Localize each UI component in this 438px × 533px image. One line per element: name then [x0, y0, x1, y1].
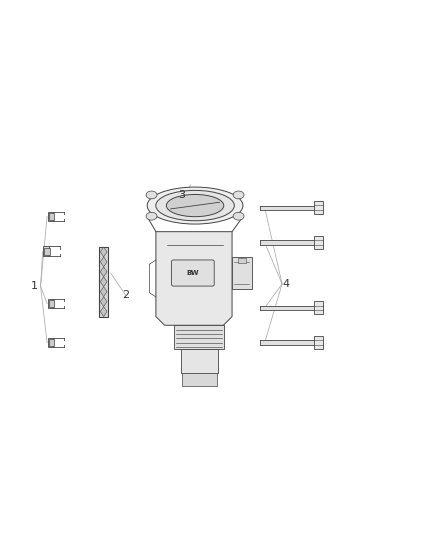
- Bar: [238, 258, 246, 263]
- Bar: [260, 305, 319, 310]
- Polygon shape: [156, 232, 232, 325]
- Bar: [43, 246, 49, 256]
- Bar: [49, 300, 54, 307]
- Text: BW: BW: [187, 270, 199, 276]
- Polygon shape: [100, 257, 107, 267]
- Polygon shape: [100, 306, 107, 317]
- Bar: [314, 201, 323, 214]
- Ellipse shape: [156, 190, 234, 221]
- Polygon shape: [100, 287, 107, 297]
- Bar: [47, 298, 53, 308]
- Polygon shape: [100, 297, 107, 306]
- Bar: [47, 338, 53, 348]
- Ellipse shape: [146, 212, 157, 220]
- Bar: [181, 349, 218, 373]
- Ellipse shape: [233, 212, 244, 220]
- Ellipse shape: [233, 191, 244, 199]
- Ellipse shape: [146, 191, 157, 199]
- Bar: [45, 248, 50, 255]
- Bar: [47, 212, 53, 221]
- Text: 1: 1: [31, 281, 38, 291]
- Bar: [260, 206, 319, 210]
- Polygon shape: [100, 247, 107, 257]
- Bar: [182, 373, 217, 386]
- FancyBboxPatch shape: [172, 260, 214, 286]
- Bar: [314, 336, 323, 349]
- Bar: [314, 236, 323, 249]
- Ellipse shape: [166, 195, 224, 217]
- Ellipse shape: [147, 187, 243, 224]
- Bar: [174, 325, 224, 349]
- Text: 4: 4: [283, 279, 290, 289]
- Bar: [99, 247, 109, 317]
- Bar: [49, 213, 54, 220]
- Bar: [260, 341, 319, 345]
- Bar: [314, 301, 323, 314]
- Bar: [232, 257, 252, 289]
- Polygon shape: [100, 277, 107, 287]
- Polygon shape: [100, 267, 107, 277]
- Text: 2: 2: [122, 290, 129, 300]
- Bar: [49, 339, 54, 346]
- Bar: [260, 240, 319, 245]
- Text: 3: 3: [179, 190, 186, 200]
